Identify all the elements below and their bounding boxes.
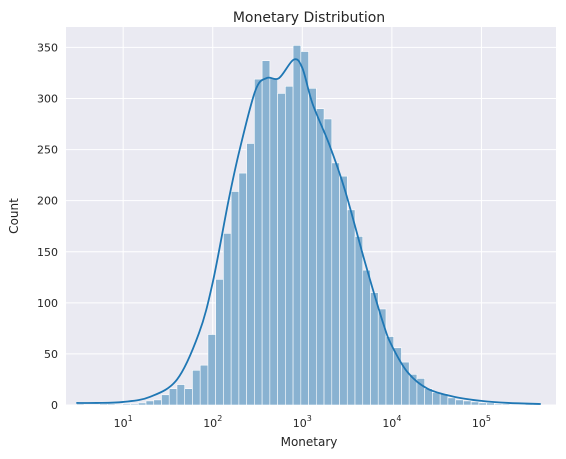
histogram-bar — [300, 51, 309, 406]
histogram-bar — [346, 209, 356, 406]
histogram-bar — [501, 403, 511, 406]
histogram-bar — [99, 403, 108, 406]
y-tick-label: 300 — [37, 93, 58, 106]
x-tick-label: 102 — [203, 414, 222, 430]
histogram-bar — [199, 364, 209, 406]
y-axis-label: Count — [7, 198, 21, 234]
histogram-bar — [238, 172, 247, 406]
histogram-bar — [292, 45, 302, 406]
histogram-bar — [432, 392, 441, 406]
histogram-bar — [377, 308, 387, 406]
chart-title: Monetary Distribution — [233, 10, 385, 26]
histogram-bar — [153, 399, 162, 406]
histogram-bar — [130, 403, 139, 406]
histogram-bar — [323, 118, 333, 406]
histogram-bar — [370, 292, 379, 406]
histogram-bar — [168, 388, 178, 406]
x-axis-label: Monetary — [281, 435, 338, 449]
y-tick-label: 0 — [51, 399, 58, 412]
histogram-bar — [254, 78, 263, 406]
x-tick-label: 101 — [114, 414, 133, 430]
histogram-bars — [76, 45, 542, 406]
histogram-bar — [285, 85, 294, 406]
histogram-bar — [223, 233, 232, 406]
y-tick-label: 250 — [37, 144, 58, 157]
y-tick-label: 100 — [37, 297, 58, 310]
histogram-bar — [494, 403, 503, 406]
y-axis-ticks: 0 50 100 150 200 250 300 350 — [37, 41, 58, 412]
histogram-bar — [246, 143, 255, 406]
histogram-bar — [339, 175, 348, 406]
histogram-bar — [176, 384, 186, 406]
histogram-bar — [455, 399, 464, 406]
histogram-bar — [192, 369, 201, 406]
histogram-bar — [478, 402, 487, 406]
y-tick-label: 50 — [44, 348, 58, 361]
x-tick-label: 104 — [382, 414, 401, 430]
histogram-bar — [447, 397, 456, 406]
y-tick-label: 200 — [37, 195, 58, 208]
histogram-bar — [261, 60, 271, 406]
histogram-bar — [215, 279, 224, 406]
x-tick-label: 105 — [472, 414, 491, 430]
histogram-bar — [277, 93, 286, 406]
histogram-bar — [463, 400, 472, 406]
histogram-bar — [137, 402, 147, 406]
histogram-bar — [354, 236, 364, 406]
histogram-bar — [122, 403, 131, 406]
histogram-bar — [145, 400, 155, 406]
x-tick-label: 103 — [293, 414, 312, 430]
histogram-bar — [230, 191, 240, 406]
histogram-bar — [486, 402, 495, 406]
kde-line — [76, 58, 541, 405]
histogram-bar — [269, 77, 278, 406]
x-axis-ticks: 101 102 103 104 105 — [114, 414, 491, 430]
histogram-bar — [331, 162, 340, 406]
histogram-bar — [308, 87, 317, 406]
histogram-bar — [184, 388, 193, 406]
histogram-bar — [76, 403, 85, 406]
y-tick-label: 150 — [37, 246, 58, 259]
histogram-bar — [161, 394, 170, 406]
y-tick-label: 350 — [37, 41, 58, 54]
histogram-bar — [362, 269, 371, 406]
histogram-bar — [470, 401, 480, 406]
histogram-bar — [207, 334, 216, 406]
histogram-bar — [106, 403, 116, 406]
histogram-bar — [316, 108, 325, 406]
